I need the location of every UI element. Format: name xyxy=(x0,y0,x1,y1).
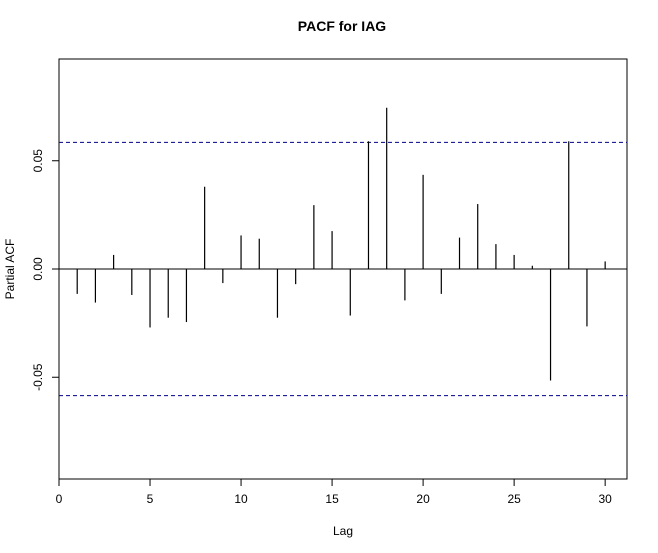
y-tick-label: -0.05 xyxy=(31,363,45,391)
y-axis: -0.05 0.00 0.05 xyxy=(31,149,60,391)
y-tick-label: 0.00 xyxy=(31,257,45,281)
x-tick-label: 15 xyxy=(325,492,339,506)
x-tick-label: 10 xyxy=(234,492,248,506)
confidence-bounds xyxy=(59,141,627,397)
x-tick-label: 30 xyxy=(598,492,612,506)
x-axis: 0 5 10 15 20 25 30 xyxy=(56,478,612,506)
x-tick-label: 5 xyxy=(147,492,154,506)
x-tick-label: 0 xyxy=(56,492,63,506)
chart-title: PACF for IAG xyxy=(298,18,387,34)
pacf-bars xyxy=(76,107,606,381)
y-tick-label: 0.05 xyxy=(31,149,45,173)
x-tick-label: 25 xyxy=(507,492,521,506)
x-axis-label: Lag xyxy=(333,524,353,538)
x-tick-label: 20 xyxy=(416,492,430,506)
y-axis-label: Partial ACF xyxy=(3,239,17,300)
